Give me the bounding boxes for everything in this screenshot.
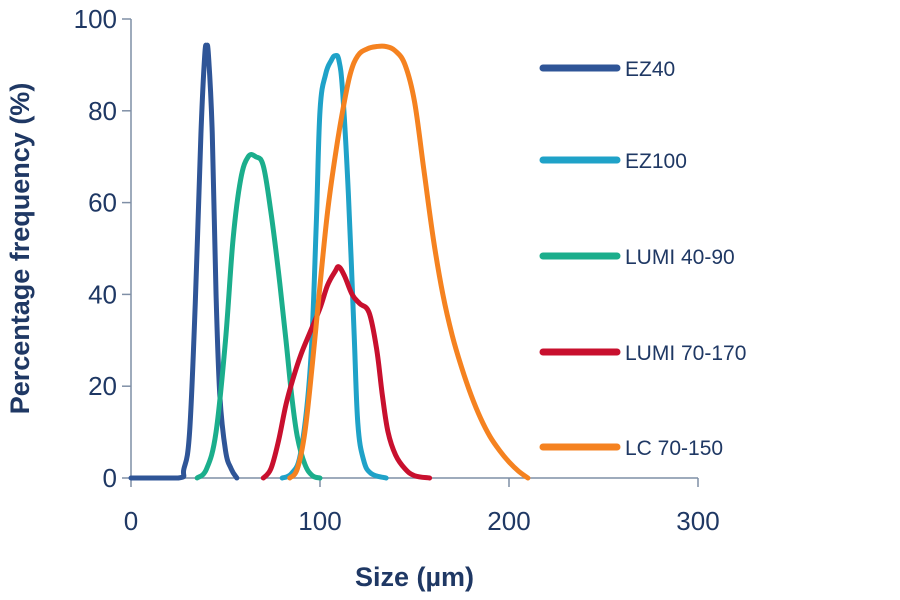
series-line-lumi-40-90 [194, 151, 323, 481]
y-axis-title: Percentage frequency (%) [5, 83, 35, 415]
series-line-ez40 [128, 42, 240, 481]
x-axis-title: Size (µm) [355, 562, 474, 592]
legend-label-lc-70-150: LC 70-150 [625, 437, 723, 460]
y-tick-label: 20 [88, 371, 117, 401]
y-tick-label: 60 [88, 188, 117, 218]
y-tick-label: 40 [88, 279, 117, 309]
legend-label-ez40: EZ40 [625, 58, 675, 81]
legend-label-lumi-40-90: LUMI 40-90 [625, 246, 735, 269]
x-tick-label: 100 [298, 506, 341, 536]
x-tick-label: 300 [676, 506, 719, 536]
legend-label-ez100: EZ100 [625, 150, 687, 173]
x-tick-label: 0 [124, 506, 138, 536]
legend-label-lumi-70-170: LUMI 70-170 [625, 342, 746, 365]
y-tick-label: 0 [103, 463, 117, 493]
x-tick-label: 200 [487, 506, 530, 536]
series-line-ez100 [279, 52, 389, 481]
y-tick-label: 100 [74, 4, 117, 34]
y-tick-label: 80 [88, 96, 117, 126]
series-line-lc-70-150 [287, 43, 531, 481]
series-line-lumi-70-170 [260, 264, 433, 481]
